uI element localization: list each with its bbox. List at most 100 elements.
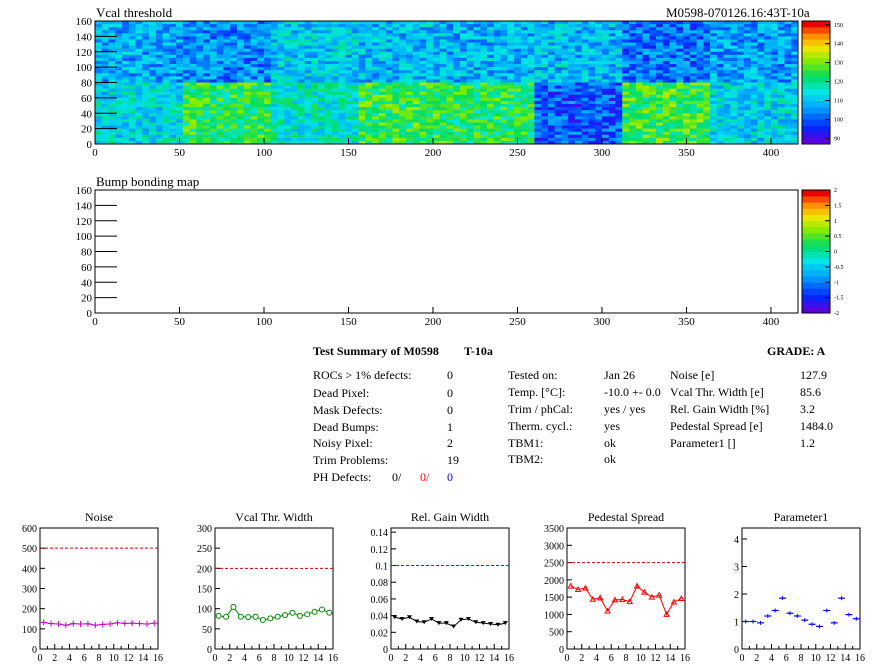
heatmap-cell	[203, 27, 211, 31]
heatmap-cell	[669, 60, 677, 65]
heatmap-cell	[703, 110, 711, 114]
heatmap-cell	[412, 94, 420, 99]
mid-label-4: TBM1:	[508, 436, 544, 450]
data-point	[289, 609, 296, 616]
heatmap-cell	[277, 36, 285, 40]
heatmap-cell	[149, 110, 157, 114]
heatmap-cell	[629, 51, 637, 56]
heatmap-cell	[378, 88, 386, 93]
heatmap-cell	[176, 122, 184, 126]
heatmap-cell	[473, 42, 481, 46]
heatmap-cell	[683, 33, 691, 37]
heatmap-cell	[757, 48, 765, 53]
heatmap-cell	[608, 128, 616, 132]
heatmap-cell	[460, 113, 468, 117]
heatmap-cell	[574, 36, 582, 40]
heatmap-cell	[547, 64, 555, 68]
heatmap-cell	[696, 85, 704, 89]
heatmap-cell	[115, 100, 123, 105]
heatmap-cell	[595, 104, 603, 108]
heatmap-cell	[561, 79, 569, 83]
heatmap-cell	[453, 85, 461, 89]
heatmap-cell	[284, 60, 292, 65]
heatmap-cell	[723, 76, 731, 80]
heatmap-cell	[662, 76, 670, 80]
heatmap-cell	[554, 122, 562, 126]
heatmap-cell	[453, 27, 461, 31]
heatmap-cell	[615, 100, 623, 105]
heatmap-cell	[588, 91, 596, 96]
heatmap-cell	[547, 100, 555, 105]
heatmap-cell	[95, 134, 103, 139]
heatmap-cell	[108, 73, 116, 77]
heatmap-cell	[710, 42, 718, 46]
heatmap-cell	[324, 85, 332, 89]
heatmap-cell	[493, 21, 501, 25]
heatmap-cell	[216, 110, 224, 114]
heatmap-cell	[230, 64, 238, 68]
heatmap-cell	[345, 128, 353, 132]
heatmap-cell	[250, 119, 258, 123]
heatmap-cell	[520, 122, 528, 126]
heatmap-cell	[128, 67, 136, 71]
heatmap-cell	[541, 85, 549, 89]
x-tick-label: 8	[97, 653, 102, 664]
heatmap-cell	[270, 30, 278, 34]
heatmap-cell	[149, 27, 157, 31]
heatmap-cell	[547, 30, 555, 34]
heatmap-cell	[95, 107, 103, 111]
heatmap-cell	[588, 64, 596, 68]
right-label-3: Pedestal Spread [e]	[670, 419, 763, 433]
heatmap-cell	[392, 134, 400, 139]
heatmap-cell	[493, 27, 501, 31]
heatmap-cell	[770, 45, 779, 49]
heatmap-cell	[547, 70, 555, 74]
heatmap-cell	[277, 134, 285, 139]
heatmap-cell	[196, 119, 204, 123]
heatmap-cell	[209, 42, 217, 46]
heatmap-cell	[581, 70, 589, 74]
heatmap-cell	[351, 67, 359, 71]
colorbar-segment	[802, 107, 830, 114]
heatmap-cell	[750, 137, 758, 142]
heatmap-cell	[432, 27, 441, 31]
heatmap-cell	[311, 128, 319, 132]
heatmap-cell	[554, 134, 562, 139]
heatmap-cell	[764, 76, 772, 80]
heatmap-cell	[689, 128, 697, 132]
heatmap-cell	[541, 57, 549, 62]
heatmap-cell	[419, 42, 427, 46]
heatmap-cell	[338, 122, 346, 126]
heatmap-cell	[601, 119, 610, 123]
heatmap-cell	[277, 27, 285, 31]
heatmap-cell	[493, 137, 501, 142]
heatmap-cell	[135, 48, 143, 53]
heatmap-cell	[608, 122, 616, 126]
heatmap-cell	[588, 79, 596, 83]
heatmap-cell	[291, 51, 299, 56]
heatmap-cell	[608, 67, 616, 71]
heatmap-cell	[635, 107, 643, 111]
heatmap-cell	[649, 100, 657, 105]
heatmap-cell	[683, 30, 691, 34]
heatmap-cell	[527, 125, 535, 129]
heatmap-cell	[358, 131, 366, 136]
heatmap-cell	[473, 39, 481, 43]
heatmap-cell	[291, 119, 299, 123]
heatmap-cell	[595, 24, 603, 28]
heatmap-cell	[318, 21, 326, 25]
heatmap-cell	[514, 24, 522, 28]
heatmap-cell	[243, 33, 251, 37]
heatmap-cell	[419, 125, 427, 129]
heatmap-cell	[115, 131, 123, 136]
heatmap-cell	[385, 100, 393, 105]
heatmap-cell	[182, 119, 190, 123]
small-chart-title: Pedestal Spread	[588, 510, 664, 524]
heatmap-cell	[196, 122, 204, 126]
heatmap-cell	[642, 97, 650, 102]
heatmap-cell	[568, 60, 576, 65]
x-tick-label: 10	[460, 653, 470, 664]
heatmap-cell	[777, 122, 785, 126]
heatmap-cell	[263, 116, 272, 120]
data-point	[589, 595, 597, 602]
